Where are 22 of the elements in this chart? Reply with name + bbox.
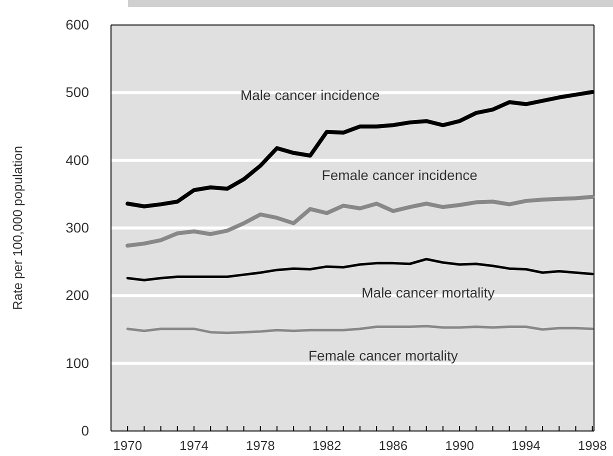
x-tick-label: 1986	[378, 438, 408, 454]
line-series	[126, 194, 594, 248]
x-tick-label: 1998	[578, 438, 607, 454]
y-tick-label: 400	[66, 152, 90, 168]
y-tick-label: 300	[66, 219, 90, 236]
x-tick-label: 1974	[180, 438, 208, 454]
y-tick-label: 600	[66, 16, 90, 32]
x-tick-label: 1970	[113, 438, 142, 454]
x-tick-label: 1994	[511, 438, 540, 454]
y-axis-title: Rate per 100,000 population	[10, 146, 25, 310]
series-label: Male cancer mortality	[362, 284, 495, 301]
y-tick-label: 100	[66, 354, 90, 371]
y-tick-label: 0	[81, 422, 90, 438]
x-tick-label: 1978	[246, 438, 275, 454]
line-series	[126, 324, 594, 334]
series-label: Male cancer incidence	[240, 86, 380, 103]
y-tick-label: 500	[66, 84, 90, 100]
x-tick-label: 1990	[445, 438, 474, 454]
x-tick-label: 1982	[312, 438, 342, 454]
series-label: Female cancer mortality	[308, 348, 458, 364]
series-label: Female cancer incidence	[322, 167, 478, 184]
y-tick-label: 200	[66, 287, 90, 304]
